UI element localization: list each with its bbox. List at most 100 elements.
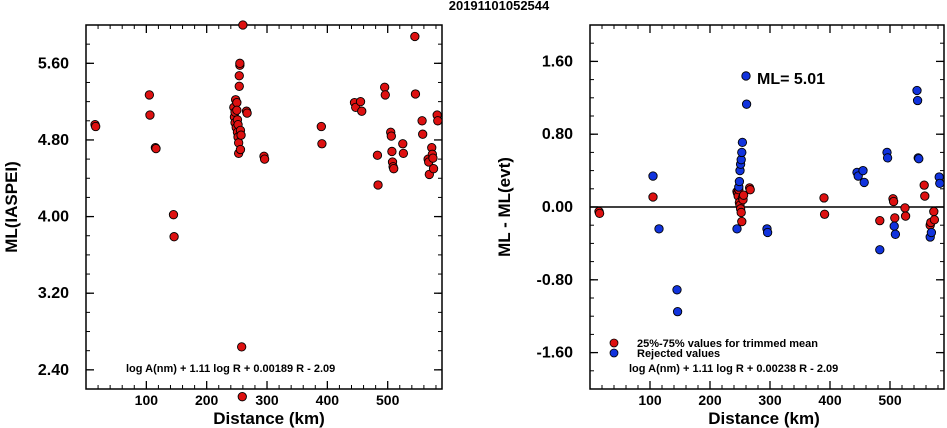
data-point: [144, 90, 155, 100]
y-tick-label: 4.00: [38, 209, 69, 226]
data-point: [169, 232, 179, 242]
y-axis-label: ML - ML(evt): [495, 157, 514, 257]
x-tick-label: 200: [698, 392, 722, 408]
data-point: [819, 209, 830, 219]
data-points: [594, 71, 945, 317]
data-point: [386, 131, 396, 141]
data-point: [373, 180, 383, 190]
data-point: [732, 224, 742, 234]
data-point: [232, 97, 242, 108]
legend-marker-rejected: [609, 348, 619, 358]
y-tick-label: 5.60: [38, 55, 69, 72]
data-point: [242, 108, 252, 118]
data-point: [912, 95, 923, 106]
data-point: [919, 180, 929, 190]
y-tick-label: 4.80: [38, 132, 69, 149]
legend: 25%-75% values for trimmed mean Rejected…: [609, 338, 818, 360]
y-tick-label: 2.40: [38, 362, 69, 379]
data-point: [654, 224, 664, 234]
data-point: [737, 137, 748, 148]
y-tick-label: -1.60: [537, 345, 574, 362]
data-point: [736, 207, 746, 218]
data-point: [317, 139, 327, 149]
data-point: [734, 176, 745, 187]
x-tick-label: 200: [195, 392, 219, 408]
data-point: [672, 306, 683, 317]
data-point: [237, 342, 247, 352]
data-point: [737, 216, 747, 227]
data-point: [875, 215, 885, 226]
axis-ticks: 100 200 300 400 500 2.40 3.20 4.00 4.80 5.60: [38, 24, 442, 408]
data-point: [888, 196, 899, 207]
y-tick-label: 3.20: [38, 285, 69, 302]
data-point: [232, 105, 242, 115]
ml-annotation: ML= 5.01: [757, 71, 825, 88]
data-point: [234, 71, 244, 81]
data-point: [929, 215, 940, 225]
data-point: [882, 153, 893, 163]
data-point: [238, 20, 248, 30]
x-axis-label: Distance (km): [708, 409, 819, 428]
legend-marker-trimmed: [609, 338, 619, 348]
data-point: [380, 90, 390, 100]
data-point: [316, 121, 326, 132]
data-point: [235, 58, 245, 68]
x-tick-label: 300: [758, 392, 782, 408]
y-tick-label: 1.60: [542, 53, 573, 70]
data-point: [236, 130, 246, 140]
data-point: [648, 192, 658, 202]
data-point: [410, 89, 421, 99]
x-axis-label: Distance (km): [213, 409, 324, 428]
data-point: [428, 164, 439, 174]
data-point: [237, 392, 247, 402]
data-point: [914, 154, 924, 164]
data-point: [387, 146, 397, 157]
x-tick-label: 400: [818, 392, 842, 408]
data-point: [417, 116, 427, 126]
plot-frame: [85, 24, 443, 390]
data-point: [91, 121, 101, 132]
data-point: [875, 245, 885, 255]
data-point: [357, 106, 367, 116]
data-point: [235, 144, 246, 155]
data-point: [741, 99, 752, 109]
x-tick-label: 100: [135, 392, 159, 408]
data-point: [380, 82, 390, 92]
data-point: [234, 81, 244, 91]
figure-title: 20191101052544: [449, 0, 550, 13]
data-point: [900, 203, 910, 213]
panel-ml-iaspei: 100 200 300 400 500 2.40 3.20 4.00 4.80 5.60 Dist…: [2, 20, 443, 428]
data-point: [745, 185, 755, 195]
panel-ml-residual: 100 200 300 400 500 -1.60 -0.80 0.00 0.80 1.60 ML…: [495, 24, 945, 428]
data-point: [920, 191, 930, 201]
data-point: [929, 206, 939, 217]
data-point: [145, 110, 155, 120]
data-point: [433, 116, 443, 126]
data-point: [355, 96, 366, 107]
data-point: [398, 148, 409, 159]
data-point: [594, 208, 605, 219]
data-point: [926, 227, 937, 238]
data-point: [935, 178, 945, 188]
data-point: [890, 229, 901, 239]
data-point: [259, 154, 270, 164]
data-point: [168, 210, 179, 220]
x-tick-label: 100: [638, 392, 662, 408]
data-point: [648, 171, 658, 181]
data-point: [900, 211, 911, 221]
y-tick-label: -0.80: [537, 272, 574, 289]
x-tick-label: 300: [255, 392, 279, 408]
axis-ticks: 100 200 300 400 500 -1.60 -0.80 0.00 0.80 1.60: [537, 24, 944, 408]
y-tick-label: 0.00: [542, 199, 573, 216]
data-point: [819, 193, 829, 203]
x-tick-label: 400: [316, 392, 340, 408]
data-point: [389, 164, 399, 174]
legend-label-trimmed: 25%-75% values for trimmed mean: [637, 338, 818, 350]
data-point: [890, 213, 900, 223]
formula-text: log A(nm) + 1.11 log R + 0.00189 R - 2.0…: [126, 363, 335, 375]
legend-label-rejected: Rejected values: [637, 348, 720, 360]
data-point: [672, 285, 682, 295]
x-tick-label: 500: [878, 392, 902, 408]
y-axis-label: ML(IASPEI): [2, 161, 21, 253]
